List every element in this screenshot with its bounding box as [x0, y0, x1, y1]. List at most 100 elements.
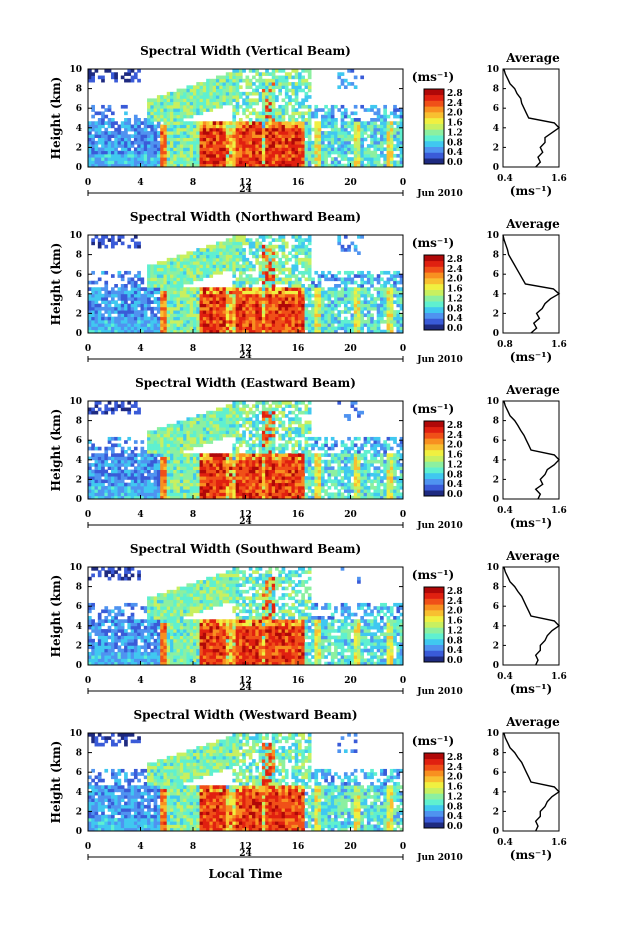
heatmap-cell: [130, 459, 135, 464]
heatmap-cell: [320, 150, 325, 155]
heatmap-cell: [307, 150, 312, 155]
heatmap-cell: [294, 248, 299, 252]
heatmap-cell: [248, 150, 253, 155]
heatmap-cell: [275, 147, 279, 152]
heatmap-cell: [127, 313, 132, 318]
heatmap-cell: [206, 267, 210, 272]
heatmap-cell: [238, 78, 243, 83]
heatmap-cell: [107, 476, 112, 480]
avg-x-tick-label: 1.6: [551, 340, 567, 350]
heatmap-cell: [275, 157, 279, 161]
heatmap-cell: [215, 140, 220, 145]
heatmap-cell: [127, 306, 132, 311]
heatmap-cell: [370, 303, 374, 308]
heatmap-cell: [334, 284, 338, 288]
heatmap-cell: [133, 492, 138, 497]
heatmap-cell: [343, 329, 348, 334]
heatmap-cell: [242, 313, 246, 318]
heatmap-cell: [104, 114, 109, 119]
average-title: Average: [505, 217, 560, 231]
heatmap-cell: [330, 150, 335, 155]
heatmap-cell: [330, 140, 335, 145]
heatmap-cell: [130, 284, 135, 288]
heatmap-cell: [186, 482, 191, 487]
heatmap-cell: [357, 251, 361, 255]
heatmap-cell: [193, 104, 197, 109]
heatmap-cell: [170, 267, 174, 272]
average-title: Average: [505, 51, 560, 65]
heatmap-cell: [304, 257, 309, 262]
heatmap-cell: [248, 274, 253, 278]
heatmap-cell: [196, 270, 200, 275]
heatmap-cell: [284, 137, 289, 142]
heatmap-cell: [163, 108, 168, 112]
heatmap-cell: [370, 104, 374, 109]
heatmap-cell: [202, 101, 207, 106]
heatmap-cell: [245, 108, 250, 112]
heatmap-cell: [245, 114, 250, 119]
heatmap-cell: [133, 453, 138, 457]
colorbar-swatch: [424, 117, 444, 124]
heatmap-cell: [265, 264, 269, 269]
heatmap-cell: [373, 111, 378, 116]
heatmap-cell: [347, 244, 351, 249]
heatmap-cell: [196, 303, 200, 308]
heatmap-cell: [363, 303, 368, 308]
heatmap-cell: [209, 244, 214, 249]
heatmap-cell: [337, 235, 342, 239]
heatmap-cell: [133, 121, 138, 125]
heatmap-cell: [307, 251, 312, 255]
heatmap-cell: [334, 127, 338, 132]
heatmap-cell: [317, 157, 322, 161]
heatmap-cell: [357, 319, 361, 324]
heatmap-cell: [268, 78, 273, 83]
heatmap-cell: [225, 323, 230, 327]
heatmap-cell: [143, 160, 148, 165]
heatmap-cell: [140, 476, 145, 480]
heatmap-cell: [301, 124, 305, 129]
heatmap-cell: [150, 450, 155, 454]
heatmap-cell: [206, 485, 210, 490]
heatmap-cell: [320, 157, 325, 161]
heatmap-cell: [370, 277, 374, 282]
heatmap-cell: [255, 290, 260, 295]
heatmap-cell: [179, 277, 184, 282]
heatmap-cell: [307, 293, 312, 298]
heatmap-cell: [360, 144, 365, 148]
heatmap-cell: [176, 495, 181, 500]
heatmap-cell: [110, 436, 115, 441]
heatmap-cell: [337, 140, 342, 145]
heatmap-cell: [153, 459, 158, 464]
heatmap-cell: [166, 485, 171, 490]
heatmap-cell: [380, 124, 384, 129]
heatmap-cell: [258, 329, 263, 334]
heatmap-cell: [396, 131, 401, 135]
heatmap-cell: [147, 124, 151, 129]
heatmap-cell: [265, 134, 269, 138]
heatmap-cell: [137, 241, 141, 246]
heatmap-cell: [183, 157, 187, 161]
heatmap-cell: [298, 88, 302, 93]
heatmap-cell: [327, 144, 332, 148]
heatmap-cell: [281, 140, 286, 145]
heatmap-cell: [117, 293, 122, 298]
x-tick-label: 0: [400, 178, 406, 188]
heatmap-cell: [301, 101, 305, 106]
heatmap-cell: [94, 124, 99, 129]
heatmap-cell: [209, 466, 214, 470]
heatmap-cell: [307, 238, 312, 242]
heatmap-cell: [88, 72, 92, 76]
heatmap-cell: [222, 463, 227, 467]
heatmap-cell: [147, 111, 151, 116]
heatmap-cell: [140, 326, 145, 331]
heatmap-cell: [337, 147, 342, 152]
heatmap-cell: [252, 254, 256, 259]
heatmap-cell: [357, 290, 361, 295]
heatmap-cell: [271, 140, 276, 145]
heatmap-cell: [189, 310, 194, 314]
heatmap-cell: [294, 127, 299, 132]
heatmap-cell: [219, 466, 223, 470]
heatmap-cell: [202, 121, 207, 125]
heatmap-cell: [258, 85, 263, 89]
heatmap-cell: [202, 153, 207, 158]
